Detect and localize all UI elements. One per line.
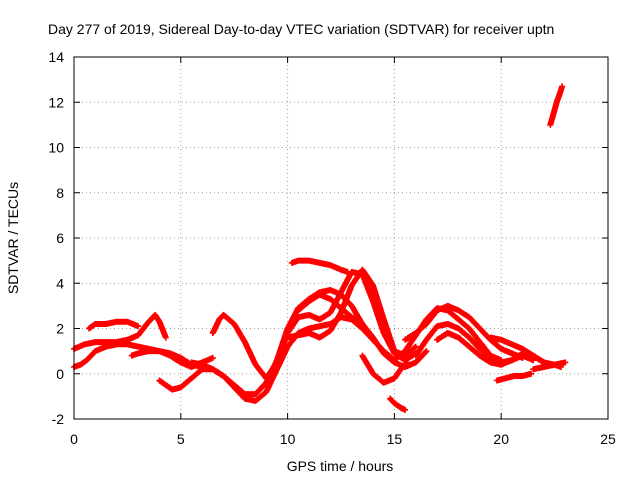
grid-lines: [74, 57, 608, 419]
data-point-marks: [288, 257, 351, 275]
data-point-marks: [493, 370, 535, 384]
series-track-19: [530, 361, 564, 373]
data-point-marks: [209, 268, 419, 382]
x-tick-label: 10: [280, 431, 296, 447]
x-axis-label: GPS time / hours: [287, 458, 394, 474]
data-point-marks: [86, 318, 142, 332]
y-tick-label: 12: [48, 94, 64, 110]
x-tick-label: 20: [493, 431, 509, 447]
plot-frame: [73, 56, 609, 420]
series-track-7: [209, 268, 419, 382]
series-track-11: [359, 352, 411, 386]
data-point-marks: [402, 302, 526, 361]
series-track-12: [387, 395, 409, 413]
x-tick-label: 15: [387, 431, 403, 447]
data-points: [71, 83, 569, 413]
data-point-marks: [530, 361, 564, 373]
y-tick-label: 6: [56, 230, 64, 246]
series-track-10: [295, 291, 430, 370]
series-track-20: [547, 83, 566, 128]
data-point-marks: [387, 395, 409, 413]
chart-title: Day 277 of 2019, Sidereal Day-to-day VTE…: [48, 21, 554, 37]
y-tick-label: 8: [56, 185, 64, 201]
series-track-14: [402, 302, 526, 361]
y-tick-label: -2: [52, 411, 65, 427]
y-tick-label: 4: [56, 275, 64, 291]
data-point-marks: [547, 83, 566, 128]
x-tick-label: 0: [70, 431, 78, 447]
x-tick-label: 5: [177, 431, 185, 447]
x-tick-label: 25: [600, 431, 616, 447]
data-point-marks: [359, 352, 411, 386]
series-track-5: [156, 314, 376, 404]
y-tick-label: 14: [48, 49, 64, 65]
series-track-2: [86, 318, 142, 332]
y-tick-label: 2: [56, 321, 64, 337]
data-point-marks: [156, 314, 376, 404]
y-tick-label: 10: [48, 140, 64, 156]
series-track-18: [493, 370, 535, 384]
axis-ticks: 0 5 10 15 20 25 -2 0 2 4 6 8 10 12 14: [48, 49, 616, 447]
y-axis-label: SDTVAR / TECUs: [5, 182, 21, 294]
series-track-9: [288, 257, 351, 275]
data-point-marks: [295, 291, 430, 370]
series-track-8: [284, 266, 419, 359]
data-point-marks: [284, 266, 419, 359]
y-tick-label: 0: [56, 366, 64, 382]
